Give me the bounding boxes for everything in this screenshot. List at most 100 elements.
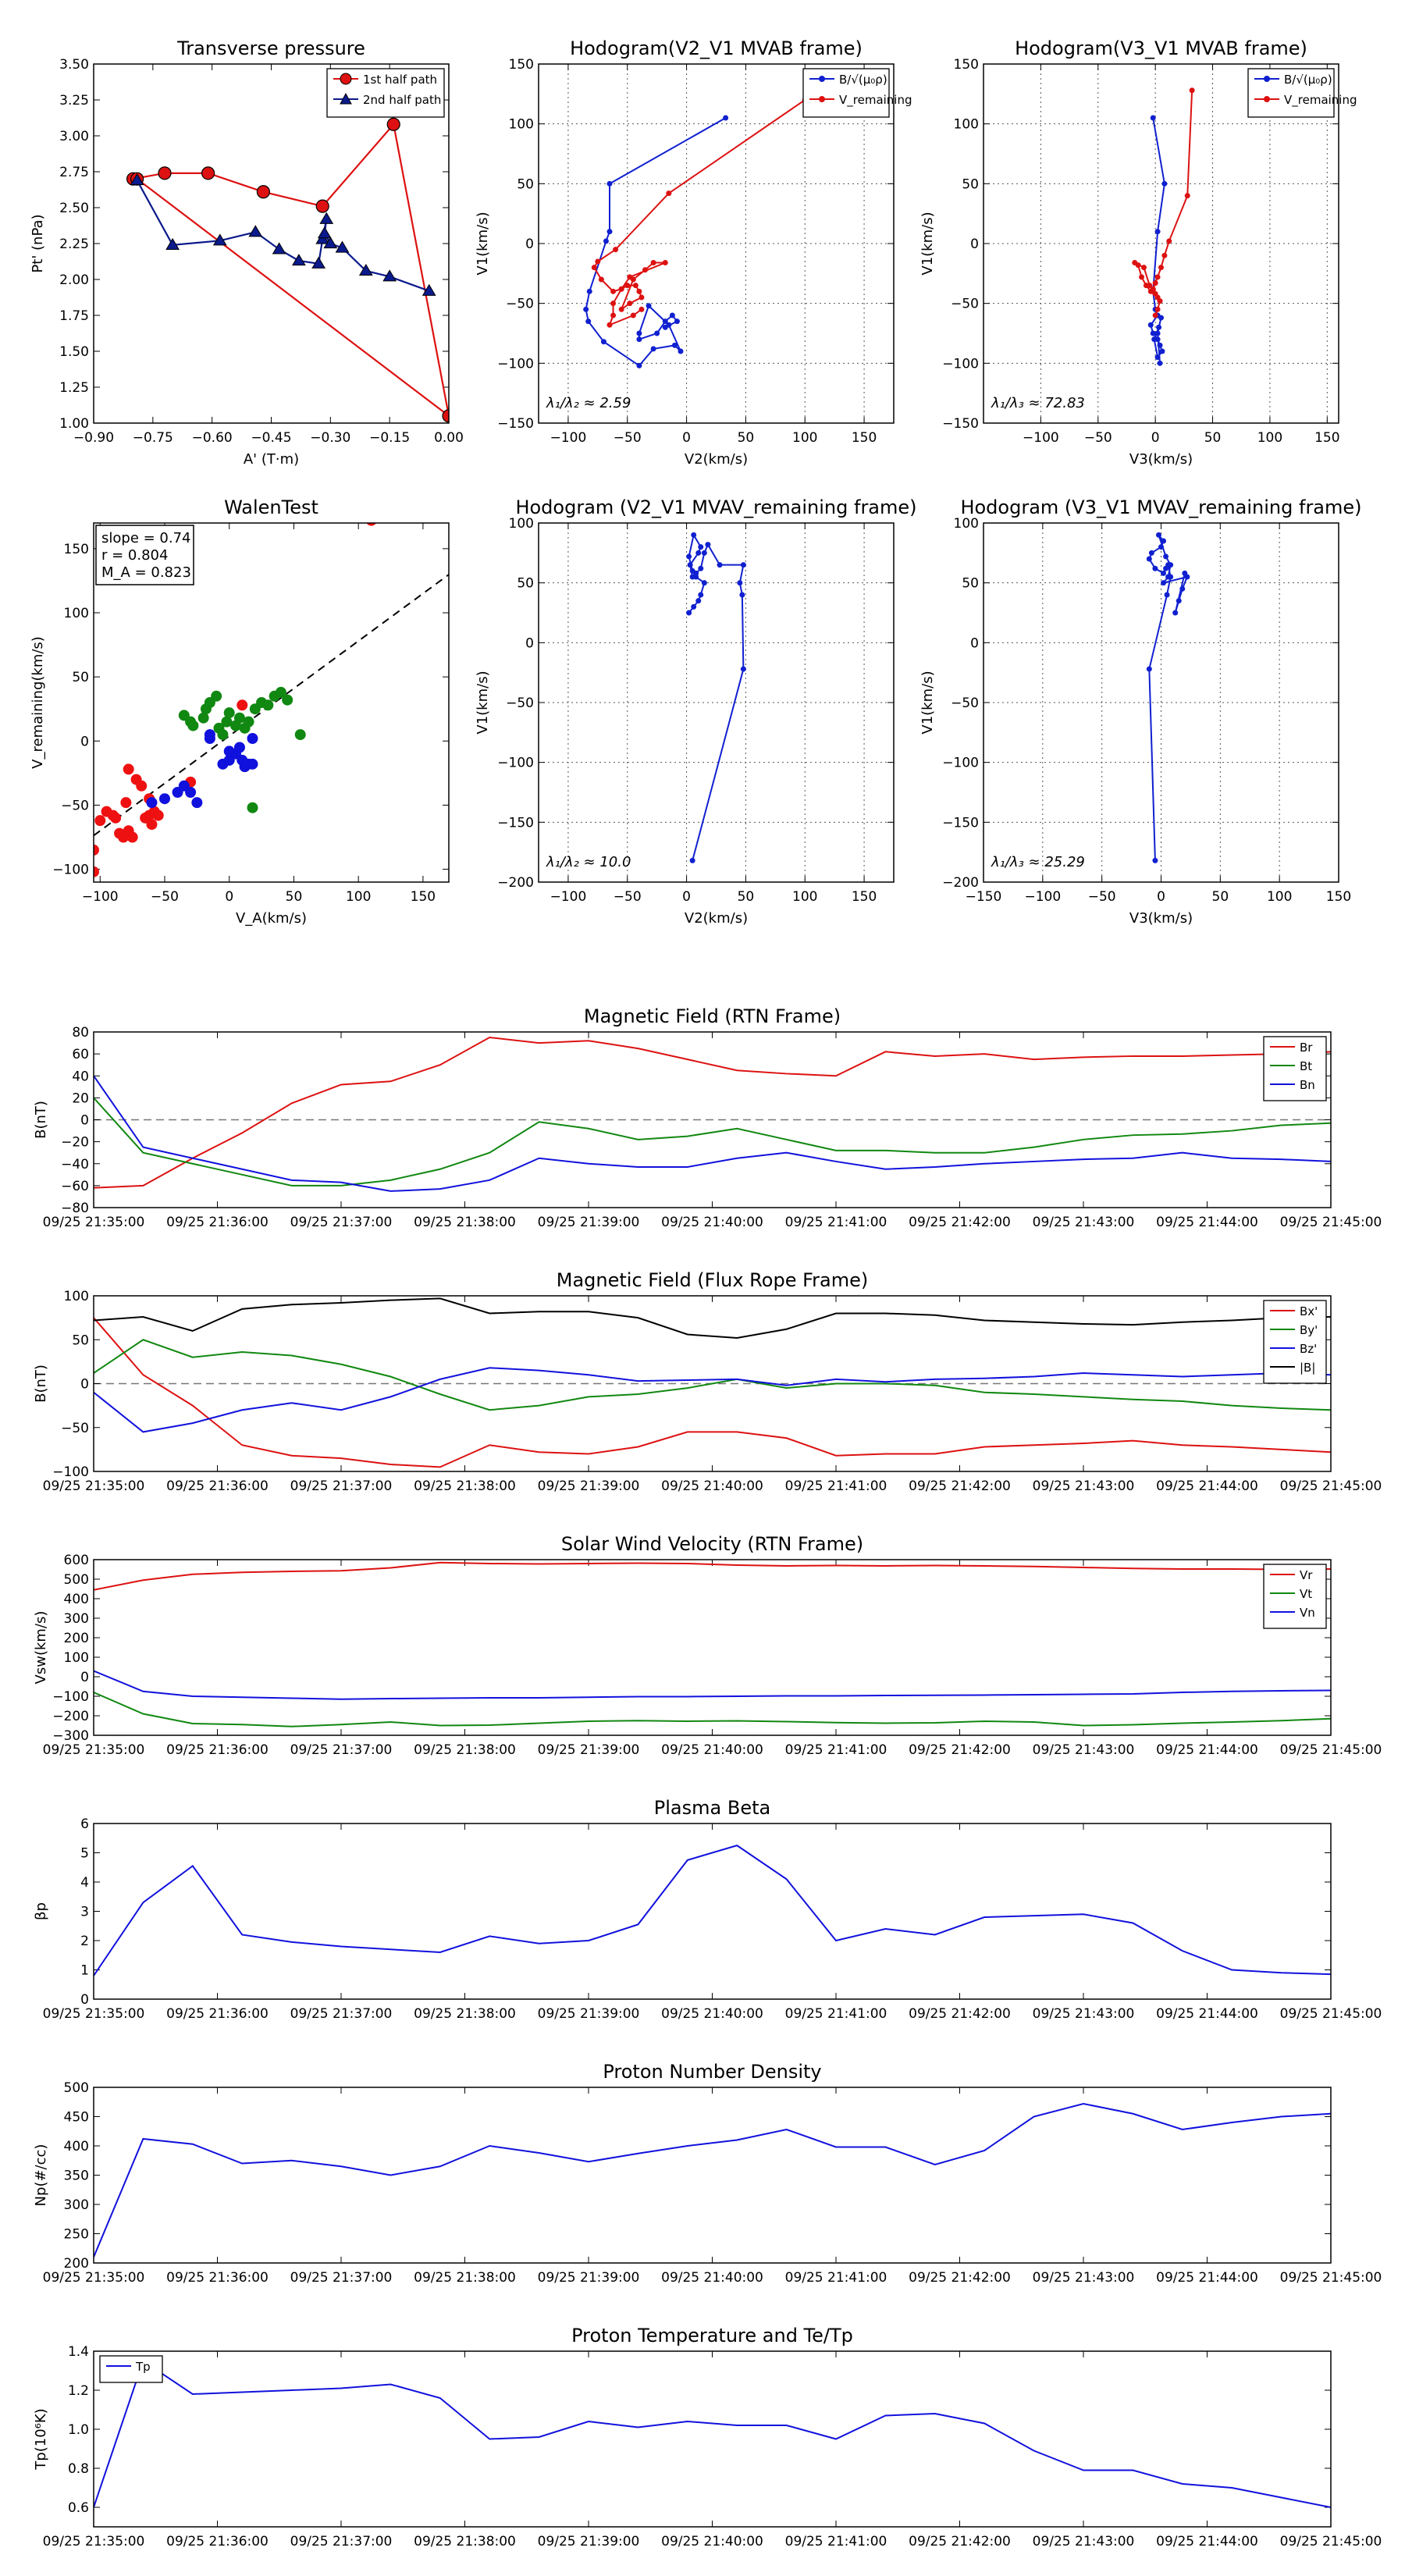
data-point [1161,538,1167,544]
data-point [1159,348,1165,354]
data-point [191,797,203,809]
x-tick-label: 09/25 21:38:00 [414,2534,516,2549]
data-point [217,729,229,741]
data-point [272,242,286,254]
data-point [1151,336,1158,343]
y-axis-label: V_remaining(km/s) [30,636,46,769]
data-point [610,288,617,294]
plot-area [1132,87,1195,366]
data-point [1182,570,1188,576]
y-tick-label: −200 [497,875,534,891]
data-point [262,699,274,711]
data-point [654,330,660,336]
panel-hodo_v2_mvab: Hodogram(V2_V1 MVAB frame) −100 −50 0 50 100 1… [475,37,912,468]
y-tick-label: 5 [80,1846,89,1862]
series-bn [94,1075,1331,1192]
y-tick-label: 2 [80,1934,89,1949]
x-tick-label: 09/25 21:39:00 [538,1742,640,1758]
data-point [1161,570,1167,576]
y-tick-label: 100 [64,1289,89,1304]
legend-label: Vt [1300,1587,1312,1601]
data-point [698,544,704,550]
y-tick-label: −40 [61,1157,89,1172]
series-bx- [94,1317,1331,1468]
plot-area [94,523,449,877]
series-v-remaining [1132,87,1195,318]
y-tick-label: 150 [954,57,979,73]
data-point [1163,565,1169,571]
x-tick-label: 09/25 21:38:00 [414,1478,516,1494]
data-point [248,225,263,237]
legend-label: Vn [1300,1606,1315,1620]
x-tick-label: 100 [1257,430,1282,446]
data-point [627,301,633,307]
x-tick-label: 09/25 21:43:00 [1033,2006,1135,2022]
y-tick-label: 300 [64,1611,89,1627]
x-tick-label: 0.00 [434,430,464,446]
data-point [650,260,656,266]
plot-area [94,1297,1331,1468]
plot-area [94,1845,1331,1976]
data-point [1168,562,1174,568]
data-point [1158,544,1164,550]
data-point [1164,592,1170,598]
x-tick-label: 09/25 21:41:00 [785,1215,887,1230]
data-point [366,523,376,526]
data-point [606,180,613,187]
x-axis-label: A' (T·m) [244,451,299,468]
y-tick-label: 0 [525,635,534,651]
data-point [636,336,642,343]
x-tick-label: 50 [738,430,755,446]
y-tick-label: 50 [962,576,979,592]
legend-label: By' [1300,1323,1318,1337]
x-tick-label: 09/25 21:42:00 [909,2270,1011,2286]
chart-title: Plasma Beta [654,1797,770,1819]
y-tick-label: 100 [64,606,89,621]
x-axis-label: V3(km/s) [1129,451,1193,468]
y-tick-label: 100 [509,117,534,133]
y-tick-label: 100 [509,516,534,532]
data-point [606,229,613,235]
legend-marker [340,92,352,105]
x-tick-label: 09/25 21:44:00 [1156,2006,1258,2022]
data-point [636,330,642,336]
legend-marker [1264,96,1270,102]
data-point [1166,238,1172,244]
series-b- [583,115,729,368]
data-point [662,260,668,266]
data-point [636,362,642,368]
legend: Vr Vt Vn [1263,1564,1327,1629]
x-tick-label: −50 [1084,430,1112,446]
y-tick-label: 400 [64,1592,89,1607]
data-point [178,780,190,792]
legend-label: Bt [1300,1059,1312,1073]
y-tick-label: −100 [52,863,89,878]
plot-frame [93,1559,1332,1736]
y-tick-label: −150 [942,416,979,432]
y-axis-label: V1(km/s) [919,212,936,275]
data-point [158,166,172,180]
x-tick-label: 150 [852,430,877,446]
data-point [1163,553,1169,560]
data-point [1161,580,1167,586]
data-point [358,263,373,276]
y-tick-label: −100 [52,1464,89,1480]
data-point [146,797,158,809]
x-tick-label: 09/25 21:37:00 [290,2006,393,2022]
y-tick-label: 1.00 [59,416,89,432]
y-tick-label: 1.75 [59,308,89,324]
data-point [1152,857,1158,863]
data-point [638,306,645,312]
x-tick-label: 100 [1267,889,1292,905]
y-tick-label: 50 [517,576,534,592]
y-tick-label: 400 [64,2139,89,2154]
plot-frame [93,2087,1332,2264]
data-point [256,185,270,199]
y-tick-label: 1.25 [59,380,89,396]
y-tick-label: 150 [509,57,534,73]
x-tick-label: 09/25 21:36:00 [166,1742,269,1758]
y-tick-label: 0 [80,1377,89,1393]
data-point [618,306,624,312]
y-tick-label: 2.50 [59,201,89,216]
x-tick-label: −50 [1088,889,1116,905]
